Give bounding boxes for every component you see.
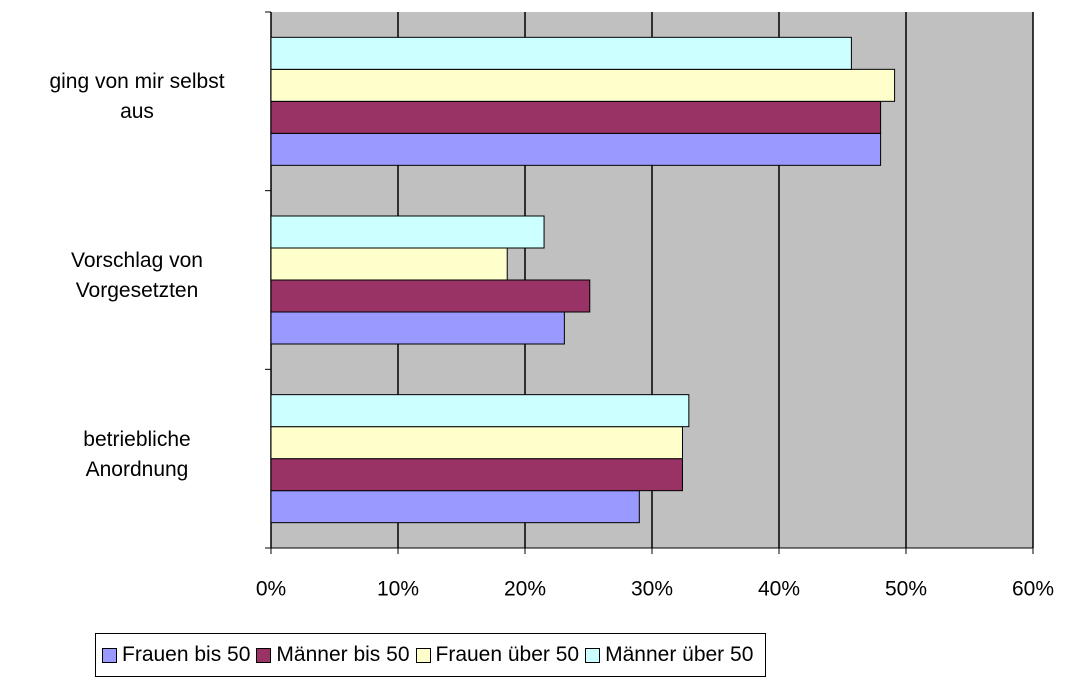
legend-swatch [102, 647, 117, 663]
x-tick-label: 30% [631, 578, 673, 601]
legend-label: Frauen bis 50 [122, 643, 251, 666]
bar [270, 426, 683, 460]
x-tick-label: 60% [1012, 578, 1054, 601]
legend-label: Männer über 50 [605, 643, 754, 666]
x-tick-label: 10% [377, 578, 419, 601]
y-tick-label: betriebliche Anordnung [83, 427, 191, 481]
legend: Frauen bis 50 Männer bis 50 Frauen über 50… [95, 633, 767, 677]
legend-swatch [415, 647, 431, 663]
x-tick-label: 40% [758, 578, 800, 601]
legend-swatch [585, 647, 601, 663]
bar [270, 247, 508, 281]
bar [270, 132, 882, 166]
x-tick-label: 20% [504, 578, 546, 601]
legend-label: Männer bis 50 [276, 643, 410, 666]
bar [270, 311, 565, 345]
y-tick-label: ging von mir selbst aus [49, 70, 225, 124]
bar [270, 36, 852, 70]
legend-item: Frauen über 50 [415, 643, 580, 667]
x-tick-label: 50% [885, 578, 927, 601]
legend-item: Männer über 50 [585, 643, 753, 667]
legend-item: Männer bis 50 [256, 643, 410, 667]
legend-label: Frauen über 50 [435, 643, 580, 666]
y-tick-label: Vorschlag von Vorgesetzten [71, 249, 203, 302]
bar [270, 68, 896, 102]
bar [270, 100, 882, 134]
bar [270, 394, 690, 428]
legend-swatch [256, 647, 272, 663]
legend-item: Frauen bis 50 [102, 643, 250, 667]
bar [270, 458, 683, 492]
bar [270, 490, 640, 524]
x-tick-label: 0% [256, 578, 286, 601]
bar [270, 215, 545, 249]
bar [270, 279, 591, 313]
